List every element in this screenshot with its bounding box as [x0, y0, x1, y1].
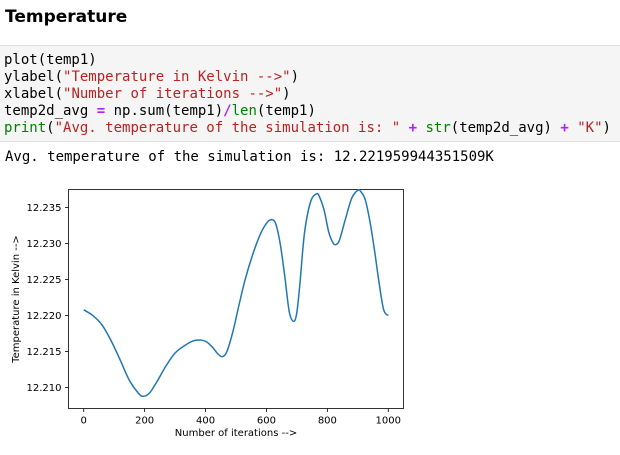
x-tick-label: 200: [135, 416, 154, 427]
code-cell[interactable]: plot(temp1) ylabel("Temperature in Kelvin…: [0, 45, 620, 142]
code-token: +: [408, 120, 418, 136]
code-token: "Avg. temperature of the simulation is: …: [54, 120, 401, 136]
y-tick-label: 12.220: [27, 311, 62, 322]
code-line: xlabel("Number of iterations -->"): [4, 86, 611, 103]
code-token: (temp2d_avg): [450, 120, 561, 136]
x-tick-label: 0: [81, 416, 87, 427]
code-token: ): [290, 69, 300, 85]
code-token: [400, 120, 408, 136]
y-tick-label: 12.210: [27, 383, 62, 394]
section-heading: Temperature: [5, 7, 128, 27]
x-tick-label: 1000: [376, 416, 401, 427]
code-token: print: [4, 120, 47, 136]
code-token: "K": [577, 120, 603, 136]
code-token: len: [231, 103, 257, 119]
code-token: =: [96, 103, 106, 119]
code-line: temp2d_avg = np.sum(temp1)/len(temp1): [4, 103, 611, 120]
x-axis-label: Number of iterations -->: [175, 428, 297, 439]
y-axis-label: Temperature in Kelvin -->: [11, 235, 22, 364]
code-token: /: [223, 103, 232, 119]
code-token: ): [602, 120, 611, 136]
code-token: "Temperature in Kelvin -->": [63, 69, 291, 85]
code-token: str: [425, 120, 451, 136]
code-token: plot(temp1): [4, 52, 97, 68]
code-token: ): [282, 86, 291, 102]
x-axis: 0 200 400 600 800 1000: [81, 408, 401, 427]
series-line: [83, 189, 389, 397]
y-tick-label: 12.235: [27, 203, 62, 214]
y-tick-label: 12.230: [27, 239, 62, 250]
code-token: +: [560, 120, 569, 136]
code-token: np.sum(temp1): [105, 103, 224, 119]
cell-output-text: Avg. temperature of the simulation is: 1…: [5, 149, 494, 165]
plot-area: [68, 189, 404, 409]
code-token: "Number of iterations -->": [63, 86, 283, 102]
code-token: (temp1): [256, 103, 316, 119]
code-token: (: [46, 120, 55, 136]
code-token: xlabel(: [4, 86, 64, 102]
code-token: [569, 120, 577, 136]
code-line: print("Avg. temperature of the simulatio…: [4, 120, 611, 137]
code-line: ylabel("Temperature in Kelvin -->"): [4, 69, 611, 86]
code-token: ylabel(: [4, 69, 64, 85]
code-token: temp2d_avg: [4, 103, 97, 119]
line-chart: 0 200 400 600 800 1000 12.21012.21512.22012.2…: [11, 189, 404, 439]
x-tick-label: 800: [318, 416, 337, 427]
y-axis: 12.210 12.215 12.220 12.225 12.230 12.235: [27, 203, 69, 394]
y-tick-label: 12.225: [27, 275, 62, 286]
code-editor[interactable]: plot(temp1) ylabel("Temperature in Kelvin…: [4, 52, 611, 137]
x-tick-label: 400: [196, 416, 215, 427]
code-line: plot(temp1): [4, 52, 611, 69]
x-tick-label: 600: [257, 416, 276, 427]
y-tick-label: 12.215: [27, 347, 62, 358]
